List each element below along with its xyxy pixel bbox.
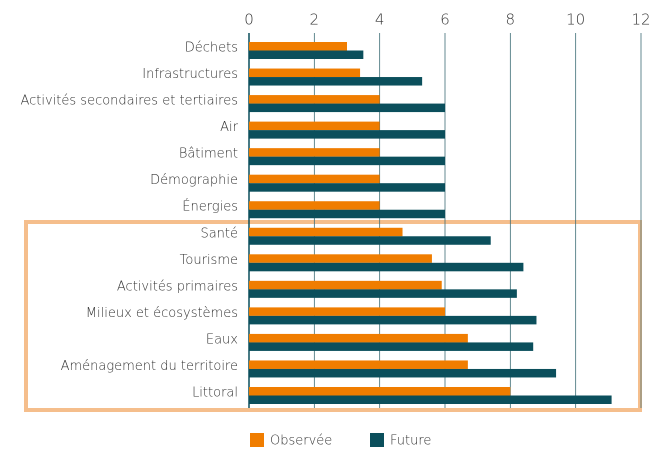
bar bbox=[249, 289, 517, 298]
bar bbox=[249, 156, 445, 166]
y-tick-label: Tourisme bbox=[180, 253, 238, 268]
bar bbox=[249, 42, 347, 51]
x-tick-label: 10 bbox=[566, 11, 585, 29]
x-tick-label: 2 bbox=[310, 11, 320, 29]
x-tick-label: 8 bbox=[506, 11, 516, 29]
bar bbox=[249, 254, 432, 263]
y-tick-label: Air bbox=[220, 120, 239, 135]
y-tick-label: Santé bbox=[200, 226, 238, 241]
y-tick-label: Activités primaires bbox=[117, 279, 238, 294]
bar bbox=[249, 130, 445, 139]
bar bbox=[249, 68, 361, 78]
y-tick-label: Activités secondaires et tertiaires bbox=[20, 94, 238, 109]
bar bbox=[249, 360, 468, 369]
x-tick-label: 12 bbox=[631, 11, 650, 29]
bar bbox=[249, 342, 534, 351]
legend-swatch bbox=[250, 433, 264, 447]
bar bbox=[249, 333, 468, 343]
y-tick-label: Démographie bbox=[150, 173, 238, 188]
bar bbox=[249, 183, 445, 192]
y-tick-label: Aménagement du territoire bbox=[61, 359, 238, 374]
bar bbox=[249, 201, 380, 210]
bar bbox=[249, 95, 380, 104]
bar bbox=[249, 227, 403, 237]
bar bbox=[249, 280, 442, 290]
bar bbox=[249, 368, 557, 378]
y-tick-label: Bâtiment bbox=[179, 147, 238, 162]
bar bbox=[249, 209, 445, 219]
highlight-box bbox=[24, 220, 642, 412]
x-tick-label: 6 bbox=[440, 11, 450, 29]
legend-swatch bbox=[370, 433, 384, 447]
y-tick-label: Milieux et écosystèmes bbox=[86, 306, 238, 321]
bar bbox=[249, 174, 380, 184]
bar bbox=[249, 315, 537, 325]
y-tick-label: Énergies bbox=[182, 199, 238, 215]
bar bbox=[249, 77, 423, 86]
bar bbox=[249, 262, 524, 272]
y-tick-label: Eaux bbox=[206, 332, 238, 347]
legend-label: Observée bbox=[270, 434, 332, 449]
bar bbox=[249, 121, 380, 131]
bar bbox=[249, 236, 491, 245]
bar bbox=[249, 148, 380, 157]
bar bbox=[249, 307, 445, 316]
bar bbox=[249, 50, 364, 59]
x-tick-label: 0 bbox=[244, 11, 254, 29]
legend-label: Future bbox=[390, 434, 431, 449]
y-tick-label: Déchets bbox=[185, 41, 238, 56]
bar bbox=[249, 395, 612, 404]
x-tick-label: 4 bbox=[375, 11, 385, 29]
bar bbox=[249, 103, 445, 113]
bar bbox=[249, 387, 511, 396]
y-tick-label: Infrastructures bbox=[142, 67, 238, 82]
y-tick-label: Littoral bbox=[192, 386, 238, 401]
